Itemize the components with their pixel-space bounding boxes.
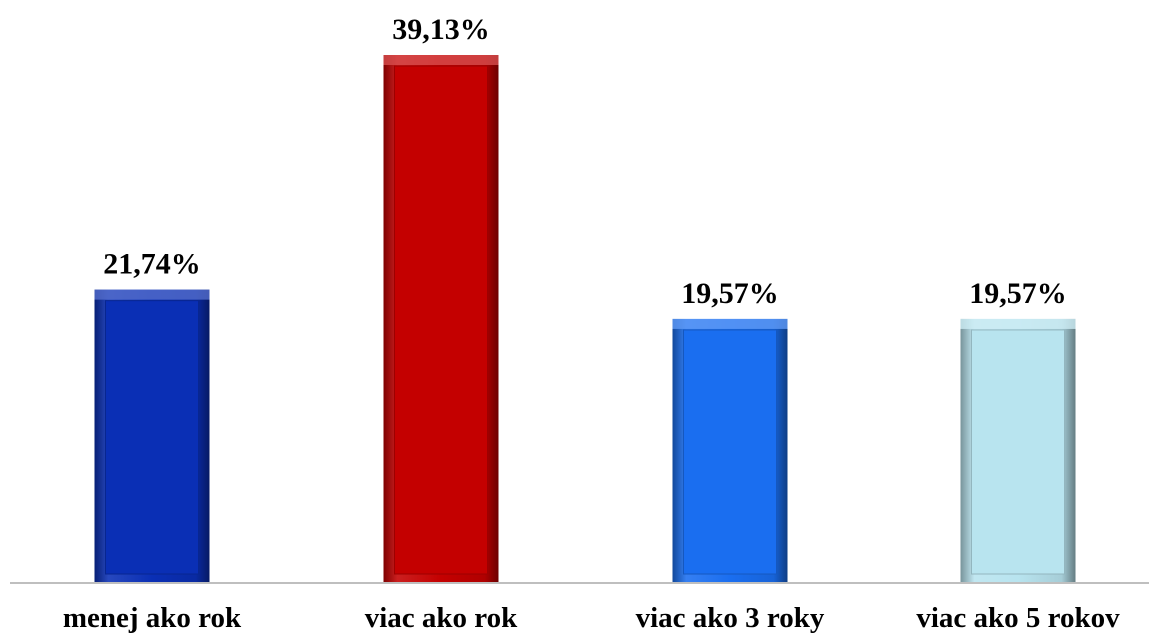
bar-inner-panel (105, 300, 199, 575)
bar-inner-panel (971, 329, 1065, 575)
bar-bevel (94, 289, 210, 300)
bar-4 (960, 318, 1076, 583)
bars-layer (94, 55, 1076, 583)
bar-1 (94, 289, 210, 583)
data-label: 21,74% (103, 248, 201, 281)
bar-3 (672, 318, 788, 583)
bar-bevel (960, 318, 1076, 329)
x-tick-label: viac ako 5 rokov (916, 602, 1120, 634)
x-tick-label: viac ako rok (365, 602, 518, 634)
bar-bevel (672, 318, 788, 329)
x-tick-label: menej ako rok (63, 602, 242, 634)
data-label: 19,57% (969, 277, 1067, 310)
bar-inner-panel (394, 65, 488, 575)
bar-inner-panel (683, 329, 777, 575)
data-label: 19,57% (681, 277, 779, 310)
bar-bevel (383, 55, 499, 65)
labels-layer: 21,74% menej ako rok 39,13% viac ako rok 19,… (63, 13, 1120, 634)
data-label: 39,13% (392, 13, 490, 46)
x-tick-label: viac ako 3 roky (636, 602, 825, 634)
bar-2 (383, 55, 499, 583)
